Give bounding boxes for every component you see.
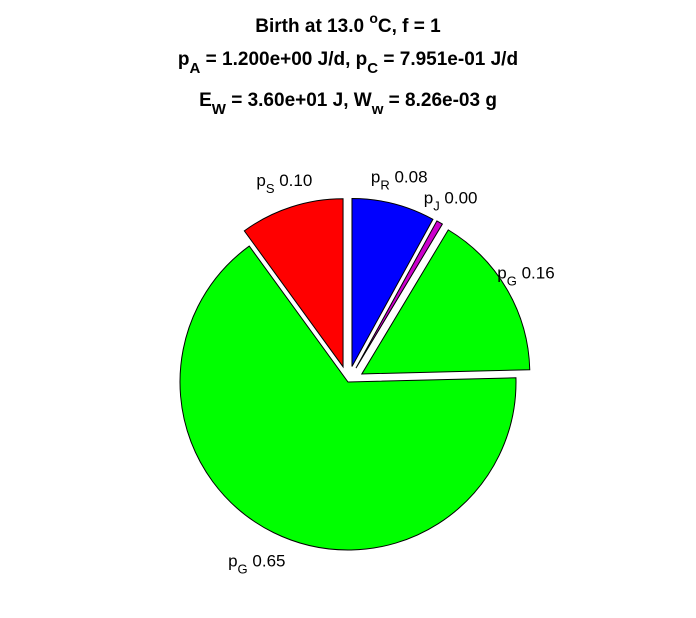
slice-label-part: R [380, 177, 389, 192]
slice-label-part: 0.16 [517, 263, 555, 282]
slice-label-0: pR 0.08 [371, 167, 428, 192]
title-line-2-part: = 7.951e-01 J/d [378, 49, 518, 70]
title-line-3-part: E [199, 90, 212, 111]
pie-slice-pg-3 [179, 245, 517, 551]
slice-label-4: pS 0.10 [256, 171, 312, 196]
slice-label-part: S [266, 181, 275, 196]
title-line-2: pA = 1.200e+00 J/d, pC = 7.951e-01 J/d [178, 49, 518, 77]
slice-label-1: pJ 0.00 [424, 188, 478, 213]
title-line-2-part: = 1.200e+00 J/d, p [200, 49, 367, 70]
title-line-1: Birth at 13.0 oC, f = 1 [255, 10, 441, 37]
slice-label-3: pG 0.65 [228, 552, 285, 577]
slice-label-part: G [507, 273, 517, 288]
slice-label-part: 0.65 [248, 552, 286, 571]
slice-label-part: p [371, 167, 380, 186]
slice-label-part: 0.08 [390, 167, 428, 186]
pie-slice-pj-1 [355, 220, 444, 369]
slice-label-2: pG 0.16 [497, 263, 554, 288]
title-line-2-part: C [367, 60, 378, 77]
title-line-3: EW = 3.60e+01 J, Ww = 8.26e-03 g [199, 90, 497, 118]
slice-label-part: 0.00 [440, 188, 478, 207]
title-line-2-part: A [190, 60, 201, 77]
title-line-3-part: W [212, 101, 227, 118]
pie-slice-pr-0 [351, 198, 434, 367]
title-line-2-part: p [178, 49, 190, 70]
pie-slice-ps-4 [243, 198, 344, 369]
slice-label-part: 0.10 [275, 171, 313, 190]
slice-label-part: J [433, 198, 440, 213]
title-line-1-part: Birth at 13.0 [255, 16, 369, 37]
slice-label-part: p [228, 552, 237, 571]
slice-label-part: p [256, 171, 265, 190]
slice-label-part: p [497, 263, 506, 282]
title-line-1-part: o [369, 10, 378, 26]
pie-slices [179, 198, 531, 551]
title-line-3-part: = 3.60e+01 J, W [226, 90, 372, 111]
slice-label-part: p [424, 188, 433, 207]
chart-title: Birth at 13.0 oC, f = 1 pA = 1.200e+00 J/… [178, 10, 518, 118]
pie-slice-pg-2 [360, 229, 531, 375]
title-line-3-part: w [371, 101, 384, 118]
title-line-1-part: C, f = 1 [378, 16, 441, 37]
title-line-3-part: = 8.26e-03 g [383, 90, 497, 111]
slice-label-part: G [238, 562, 248, 577]
